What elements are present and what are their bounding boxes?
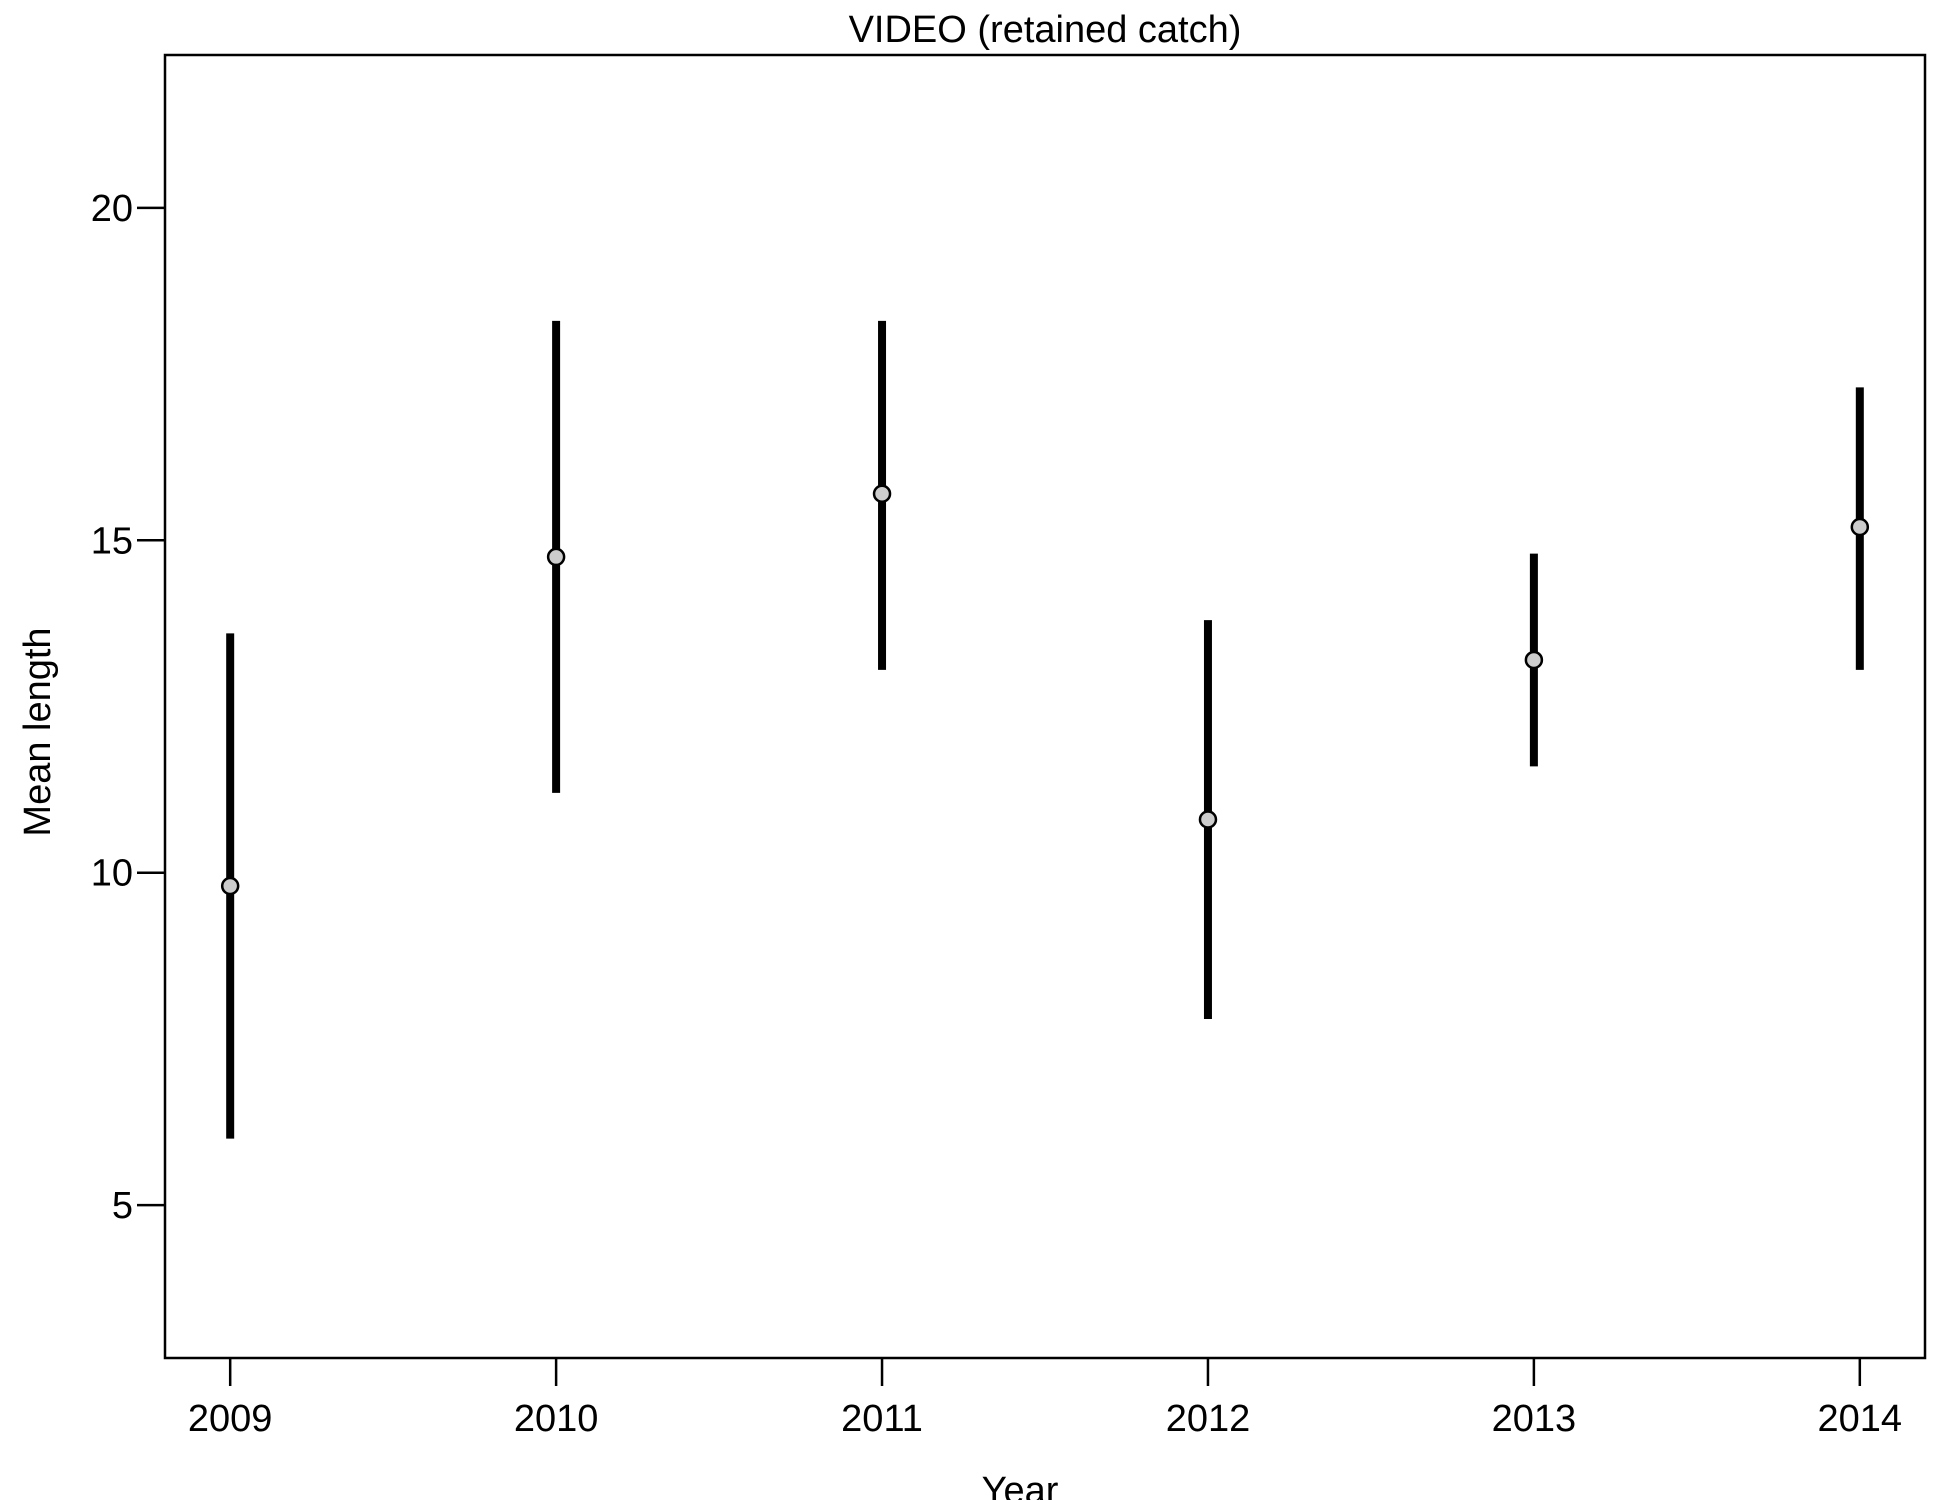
y-axis-label: Mean length bbox=[17, 627, 59, 836]
x-axis: 2009 2010 2011 2012 2013 2014 bbox=[188, 1358, 1902, 1440]
x-tick-label: 2009 bbox=[188, 1398, 273, 1440]
mean-point bbox=[1198, 810, 1218, 829]
y-tick-label: 10 bbox=[91, 853, 133, 895]
mean-point bbox=[220, 876, 240, 896]
x-tick-label: 2012 bbox=[1166, 1398, 1251, 1440]
x-tick-label: 2011 bbox=[841, 1398, 923, 1440]
mean-point bbox=[1850, 517, 1870, 537]
y-tick-label: 20 bbox=[91, 188, 133, 230]
mean-point bbox=[1524, 650, 1544, 670]
y-axis: 5 10 15 20 bbox=[91, 188, 165, 1227]
mean-point bbox=[546, 547, 566, 567]
x-tick-label: 2014 bbox=[1818, 1398, 1903, 1440]
plot-frame bbox=[163, 53, 1927, 1360]
chart-title: VIDEO (retained catch) bbox=[849, 9, 1242, 51]
x-tick-label: 2010 bbox=[514, 1398, 599, 1440]
y-tick-label: 15 bbox=[91, 520, 133, 562]
data-marks bbox=[220, 320, 1870, 1139]
mean-point bbox=[872, 484, 892, 504]
y-tick-label: 5 bbox=[112, 1185, 133, 1227]
x-axis-label: Year bbox=[982, 1470, 1059, 1500]
x-tick-label: 2013 bbox=[1492, 1398, 1577, 1440]
